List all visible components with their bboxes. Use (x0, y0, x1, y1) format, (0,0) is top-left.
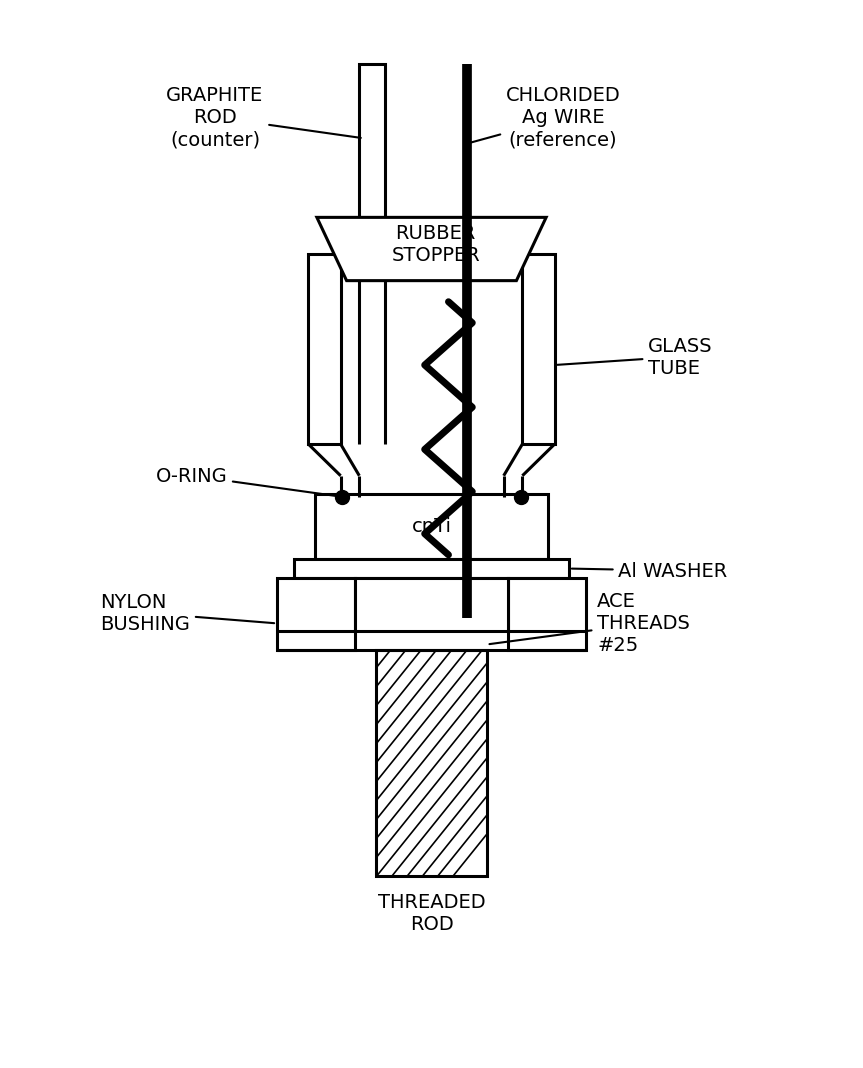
Text: RUBBER
STOPPER: RUBBER STOPPER (392, 223, 480, 265)
Bar (376, 650, 487, 877)
Polygon shape (317, 218, 546, 281)
Text: cpTi: cpTi (412, 517, 451, 536)
Text: GLASS
TUBE: GLASS TUBE (557, 336, 713, 377)
Text: Al WASHER: Al WASHER (572, 562, 728, 580)
Bar (315, 493, 548, 560)
Text: GRAPHITE
ROD
(counter): GRAPHITE ROD (counter) (167, 87, 361, 150)
Bar (355, 578, 508, 631)
Text: CHLORIDED
Ag WIRE
(reference): CHLORIDED Ag WIRE (reference) (469, 87, 620, 150)
Bar (359, 65, 385, 254)
Bar (277, 578, 355, 650)
Bar (308, 254, 341, 444)
Text: O-RING: O-RING (155, 467, 340, 497)
Text: NYLON
BUSHING: NYLON BUSHING (100, 593, 274, 633)
Bar (508, 578, 586, 650)
Bar (522, 254, 555, 444)
Bar (294, 560, 569, 578)
Text: ACE
THREADS
#25: ACE THREADS #25 (489, 592, 690, 655)
Text: THREADED
ROD: THREADED ROD (378, 893, 485, 934)
